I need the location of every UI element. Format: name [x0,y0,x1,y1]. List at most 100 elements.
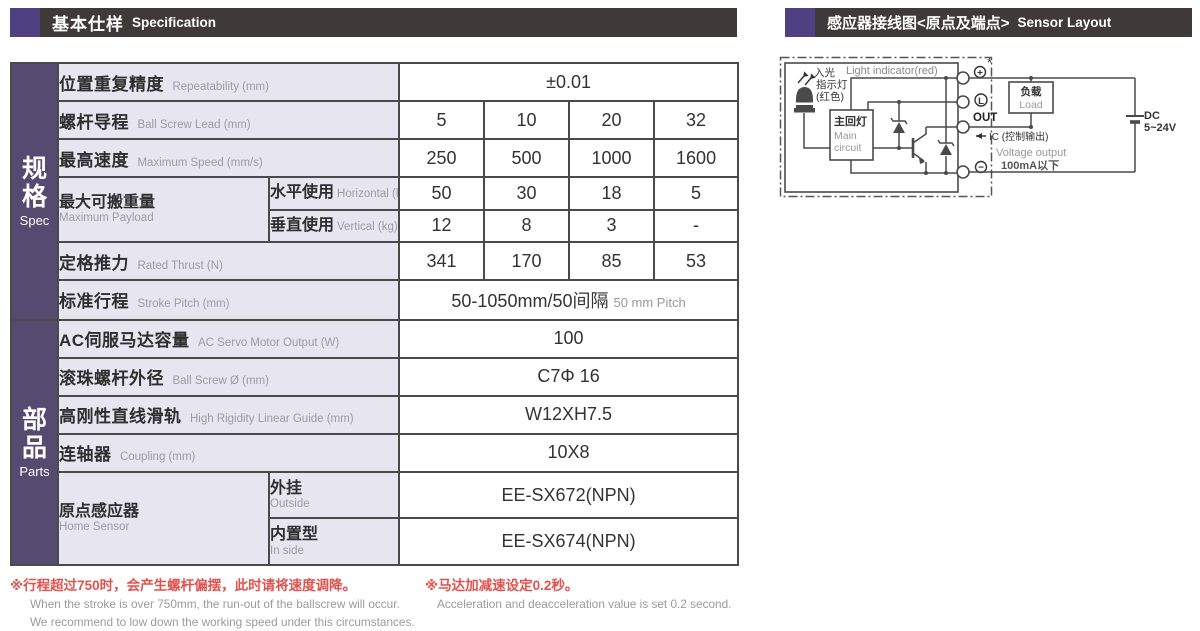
row-label-home-sensor: 原点感应器 Home Sensor [57,470,270,567]
load-label-en: Load [1019,99,1043,111]
label-en: Maximum Speed (mm/s) [137,156,263,169]
label-zh: 最高速度 [59,150,129,170]
l-terminal-icon: L [974,93,988,107]
label-zh: 标准行程 [59,292,129,312]
label-en: Coupling (mm) [119,451,196,464]
zener-diode-icon [890,117,908,133]
svg-text:L: L [978,96,984,107]
ic-arrow-icon [976,133,986,139]
light-label-zh1: 入光 [814,66,835,79]
value-cell: 32 [653,100,740,141]
terminal-circles [956,71,970,179]
sidebar-parts-label-en: Parts [19,463,50,479]
value-cell: 18 [568,176,656,211]
plus-terminal-icon: + [973,65,987,79]
label-zh: 外挂 [270,479,303,497]
footnote-en-line2: We recommend to low down the working spe… [30,614,415,629]
out-label: OUT [973,112,997,124]
table-row: 滚珠螺杆外径 Ball Screw Ø (mm) C7Φ 16 [11,356,740,397]
stroke-value-main: 50-1050mm/50间隔 [451,290,609,311]
label-zh: 滚珠螺杆外径 [59,369,164,389]
value-home-sensor-outside: EE-SX672(NPN) [398,470,740,520]
light-label-zh3: (红色) [816,90,844,103]
label-en: Repeatability (mm) [172,80,269,93]
main-circuit-label-zh: 主回灯 [834,114,867,128]
value-cell: 20 [568,100,656,141]
label-en: High Rigidity Linear Guide (mm) [189,413,354,426]
main-circuit-box [829,109,874,161]
value-cell: 341 [398,241,486,282]
label-zh: 最大可搬重量 [59,194,156,212]
sidebar-parts-group: 部品 Parts [10,318,59,567]
table-row: 原点感应器 Home Sensor 外挂 Outside EE-SX672(NP… [11,470,740,567]
table-row: 连轴器 Coupling (mm) 10X8 [11,432,740,473]
zener-diode-icon [937,139,955,155]
sidebar-spec-label-en: Spec [19,212,50,228]
label-zh: 原点感应器 [59,502,140,520]
row-label-linear-guide: 高刚性直线滑轨 High Rigidity Linear Guide (mm) [56,394,401,435]
voltage-output-label: Voltage output [996,147,1066,159]
value-linear-guide: W12XH7.5 [398,394,740,435]
light-label-zh2: 指示灯 [816,78,848,91]
row-label-max-speed: 最高速度 Maximum Speed (mm/s) [56,138,401,179]
label-zh: 螺杆导程 [59,112,129,132]
label-zh: 水平使用 [270,184,335,202]
star-mark: * [987,55,992,70]
label-en: Ball Screw Lead (mm) [137,118,251,131]
footnote-stroke-warning: ※行程超过750时，会产生螺杆偏摆，此时请将速度调降。 When the str… [10,574,415,631]
table-row: 最高速度 Maximum Speed (mm/s) 250 500 1000 1… [11,138,740,179]
table-row: 规格 Spec 位置重复精度 Repeatability (mm) ±0.01 [10,61,740,321]
specification-title-zh: 基本仕样 [52,15,124,34]
led-indicator-icon [794,87,815,113]
dc-battery-icon [1126,115,1144,124]
table-row: 内置型 In side EE-SX674(NPN) [11,517,740,566]
row-label-outside: 外挂 Outside [267,470,401,520]
footnote-en: Acceleration and deacceleration value is… [437,597,732,611]
sensor-layout-header-bar: 感应器接线图<原点及端点> Sensor Layout [785,8,1192,37]
value-cell: 1000 [568,138,656,179]
value-cell: 53 [653,241,740,282]
label-en: Horizontal (kg) [337,188,397,201]
value-cell: 5 [653,176,740,211]
label-en: Stroke Pitch (mm) [137,298,230,311]
row-label-rated-thrust: 定格推力 Rated Thrust (N) [56,241,401,282]
label-zh: 垂直使用 [270,216,335,234]
table-row: 螺杆导程 Ball Screw Lead (mm) 5 10 20 32 [11,100,740,141]
value-cell: 8 [483,208,571,244]
sensor-layout-title-en: Sensor Layout [1017,15,1112,30]
value-cell: 5 [398,100,486,141]
row-label-max-payload: 最大可搬重量 Maximum Payload [57,176,270,244]
table-row: 标准行程 Stroke Pitch (mm) 50-1050mm/50间隔 50 … [11,279,740,321]
purple-accent-square-icon [10,8,40,37]
footnote-zh: ※行程超过750时，会产生螺杆偏摆，此时请将速度调降。 [10,578,357,593]
value-cell: - [653,208,740,244]
light-rays-icon [797,71,816,86]
light-indicator-label-en: Light indicator(red) [846,65,938,77]
value-cell: 12 [398,208,486,244]
value-cell: 250 [398,138,486,179]
value-ball-screw-dia: C7Φ 16 [398,356,740,397]
label-en: Maximum Payload [59,212,154,225]
label-en: Outside [270,497,310,510]
row-label-coupling: 连轴器 Coupling (mm) [56,432,401,473]
table-row: 垂直使用 Vertical (kg) 12 8 3 - [11,208,740,244]
svg-text:−: − [978,163,984,174]
stroke-value-sub: 50 mm Pitch [613,294,686,310]
specification-title-en: Specification [132,15,217,30]
specification-table: 规格 Spec 位置重复精度 Repeatability (mm) ±0.01 … [10,61,740,567]
label-en: AC Servo Motor Output (W) [198,337,340,350]
label-en: Ball Screw Ø (mm) [172,375,269,388]
svg-text:+: + [977,68,983,79]
footnote-zh: ※马达加减速设定0.2秒。 [425,578,579,593]
row-label-ball-screw-lead: 螺杆导程 Ball Screw Lead (mm) [56,100,401,141]
value-cell: 10 [483,100,571,141]
value-cell: 85 [568,241,656,282]
value-cell: 30 [483,176,571,211]
table-row: 高刚性直线滑轨 High Rigidity Linear Guide (mm) … [11,394,740,435]
label-en: Rated Thrust (N) [137,259,223,272]
value-servo-output: 100 [398,318,740,359]
value-cell: 3 [568,208,656,244]
external-junction-dots [1029,76,1033,129]
label-zh: AC伺服马达容量 [59,331,190,351]
value-home-sensor-inside: EE-SX674(NPN) [398,517,740,566]
